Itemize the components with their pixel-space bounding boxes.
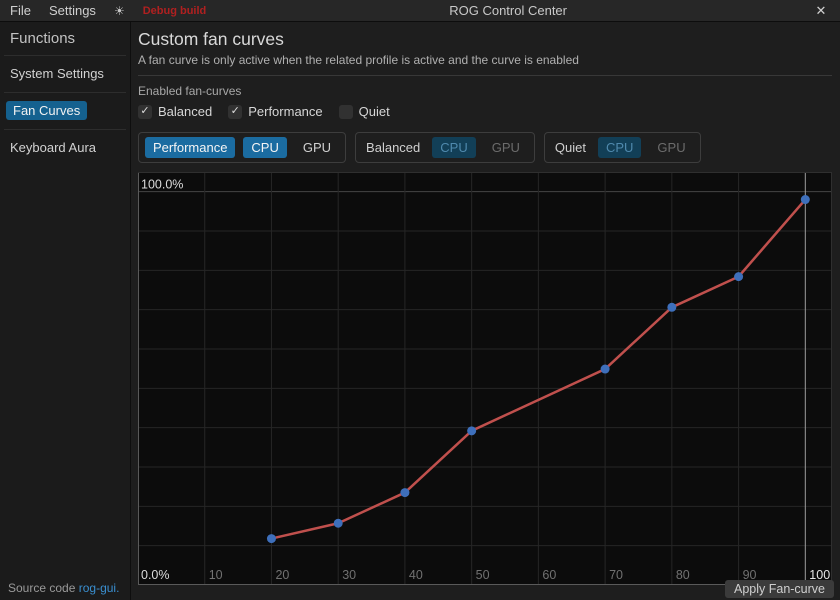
sun-icon[interactable]: ☀ [113,3,125,18]
sidebar-separator [4,92,126,93]
fan-curve-chart-container: 10 20 30 40 50 60 70 80 90 100 100.0% 0.0% [138,172,832,585]
fan-tab-quiet-cpu[interactable]: CPU [597,137,642,158]
y-axis-label-top: 100.0% [141,178,183,192]
x-tick-label: 10 [209,568,223,582]
plot-background [138,172,832,585]
close-icon[interactable]: ✕ [815,2,827,18]
y-axis-label-bottom: 0.0% [141,568,170,582]
source-code-footer: Source code rog-gui. [8,581,119,595]
fan-curve-point[interactable] [333,518,343,528]
main-panel: Custom fan curves A fan curve is only ac… [131,22,840,600]
checkbox-quiet[interactable]: Quiet [338,104,390,119]
fan-curve-point[interactable] [467,426,477,436]
x-tick-label: 70 [609,568,623,582]
fan-curve-chart[interactable]: 10 20 30 40 50 60 70 80 90 100 100.0% 0.0% [138,172,832,585]
checkbox-label: Quiet [358,104,390,119]
profile-tab-balanced[interactable]: Balanced [362,137,424,158]
x-tick-label: 100 [809,568,830,582]
sidebar: Functions System Settings Fan Curves Key… [0,22,131,600]
debug-build-label: Debug build [142,4,207,17]
sidebar-item-fan-curves[interactable]: Fan Curves [6,101,88,120]
fan-tab-balanced-cpu[interactable]: CPU [432,137,476,158]
bottom-bar: Apply Fan-curve [131,579,840,600]
fan-group-quiet: Quiet CPU GPU [543,132,701,163]
page-title: Custom fan curves [138,29,284,49]
fan-tab-balanced-gpu[interactable]: GPU [484,137,528,158]
checkbox-label: Performance [248,104,323,119]
fan-curve-point[interactable] [266,534,276,544]
x-tick-label: 20 [275,568,289,582]
window-body: Functions System Settings Fan Curves Key… [0,22,840,600]
fan-curve-point[interactable] [800,195,810,205]
x-tick-label: 80 [676,568,690,582]
x-tick-label: 30 [342,568,356,582]
fan-curve-point[interactable] [400,488,410,498]
fan-tab-performance-gpu[interactable]: GPU [295,137,339,158]
menu-file[interactable]: File [10,3,31,18]
fan-curve-line [271,198,807,540]
sidebar-separator [4,129,126,130]
x-tick-label: 60 [542,568,556,582]
window-title: ROG Control Center [449,3,567,18]
menubar: File Settings ☀ Debug build [0,3,206,18]
check-icon: ✓ [140,105,150,117]
x-tick-label: 90 [743,568,757,582]
checkbox-box: ✓ [138,104,152,119]
fan-group-balanced: Balanced CPU GPU [355,132,535,163]
x-tick-label: 50 [476,568,490,582]
x-tick-label: 40 [409,568,423,582]
checkbox-box: ✓ [228,104,243,119]
fan-curve-point[interactable] [600,364,610,374]
sidebar-heading: Functions [10,30,76,47]
checkbox-performance[interactable]: ✓ Performance [228,104,323,119]
menu-settings[interactable]: Settings [48,3,96,18]
sidebar-item-keyboard-aura[interactable]: Keyboard Aura [10,140,97,155]
sidebar-item-system-settings[interactable]: System Settings [10,66,104,81]
profile-tab-quiet[interactable]: Quiet [551,137,590,158]
profile-tab-performance[interactable]: Performance [145,137,236,158]
rog-gui-link[interactable]: rog-gui. [78,581,120,595]
enabled-checkbox-row: ✓ Balanced ✓ Performance Quiet [138,104,832,119]
checkbox-balanced[interactable]: ✓ Balanced [138,104,212,119]
fan-group-performance: Performance CPU GPU [138,132,347,163]
titlebar: File Settings ☀ Debug build ROG Control … [0,0,840,22]
header-separator [138,75,832,76]
fan-curve-point[interactable] [734,272,744,282]
enabled-fan-curves-label: Enabled fan-curves [138,84,242,98]
sidebar-separator [4,55,126,56]
source-code-label: Source code [8,581,76,595]
check-icon: ✓ [230,105,240,117]
fan-tab-performance-cpu[interactable]: CPU [243,137,287,158]
page-subtitle: A fan curve is only active when the rela… [138,53,579,67]
checkbox-label: Balanced [158,104,213,119]
apply-fan-curve-button[interactable]: Apply Fan-curve [724,580,834,598]
fan-curve-point[interactable] [667,302,677,312]
fan-tab-quiet-gpu[interactable]: GPU [649,137,693,158]
checkbox-box [338,104,353,119]
profile-tab-groups: Performance CPU GPU Balanced CPU GPU Qui… [138,132,832,163]
